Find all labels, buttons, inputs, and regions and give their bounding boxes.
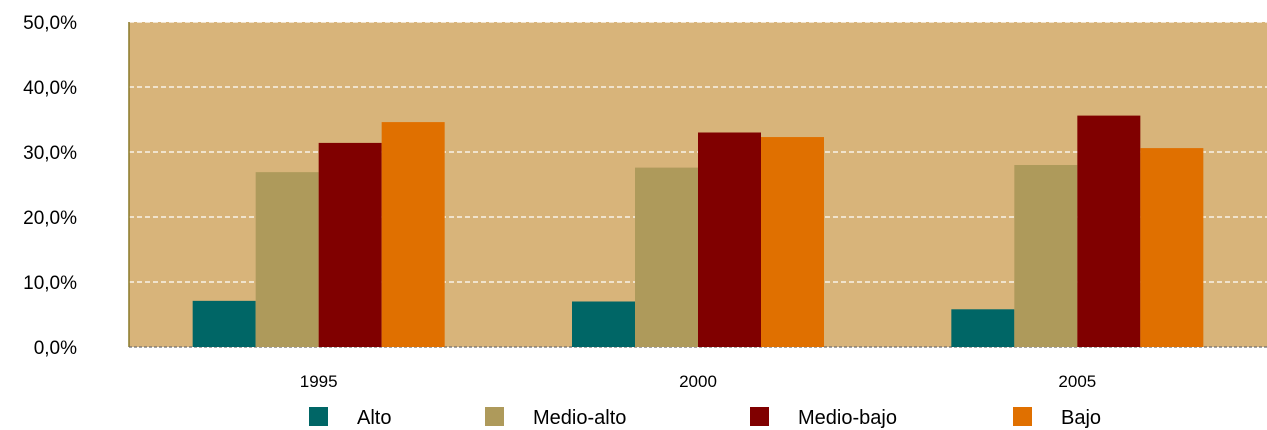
legend-label: Medio-alto [533,407,626,429]
bar-medio-bajo-1995 [318,142,382,347]
y-tick-label: 40,0% [23,78,77,99]
legend-swatch [485,407,504,426]
x-tick-label: 2005 [1058,372,1096,391]
legend-swatch [1013,407,1032,426]
legend: Alto Medio-alto Medio-bajo Bajo [309,407,1101,429]
legend-label: Bajo [1061,407,1101,429]
legend-swatch [309,407,328,426]
legend-label: Medio-bajo [798,407,897,429]
bar-medio-bajo-2005 [1077,115,1141,347]
y-tick-label: 0,0% [34,338,77,359]
bar-bajo-2000 [761,137,824,347]
y-tick-label: 10,0% [23,273,77,294]
x-axis-tick-labels: 1995 2000 2005 [300,372,1096,391]
bar-alto-1995 [192,300,256,347]
bar-medio-alto-1995 [255,172,319,347]
bar-bajo-1995 [381,122,445,347]
legend-swatch [750,407,769,426]
legend-label: Alto [357,407,391,429]
y-tick-label: 30,0% [23,143,77,164]
x-tick-label: 2000 [679,372,717,391]
y-axis-tick-labels: 0,0% 10,0% 20,0% 30,0% 40,0% 50,0% [23,13,77,359]
y-tick-label: 20,0% [23,208,77,229]
bar-medio-bajo-2000 [698,132,761,347]
bar-alto-2000 [572,301,635,347]
x-tick-label: 1995 [300,372,338,391]
bars [192,115,1204,347]
bar-medio-alto-2000 [635,167,698,347]
y-tick-label: 50,0% [23,13,77,34]
bar-bajo-2005 [1140,148,1204,347]
bar-alto-2005 [951,309,1015,347]
bar-medio-alto-2005 [1014,165,1078,347]
